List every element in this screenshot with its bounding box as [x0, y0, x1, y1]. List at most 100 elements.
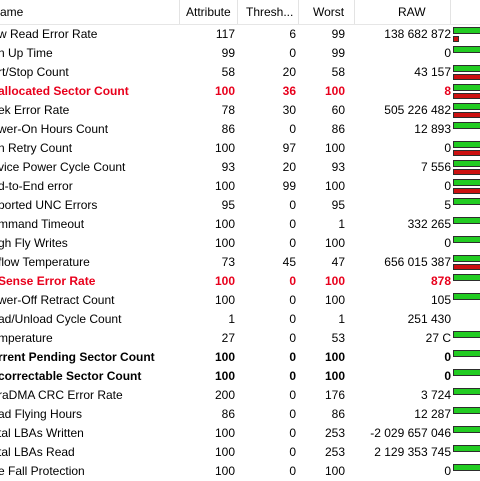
attribute-value-cell: 1	[228, 312, 235, 326]
raw-bar	[453, 93, 480, 99]
attribute-name-cell: tal LBAs Written	[0, 426, 84, 440]
attribute-value-cell: 100	[214, 293, 235, 307]
health-bar	[453, 274, 480, 281]
threshold-cell: 20	[282, 160, 296, 174]
table-row[interactable]: rt/Stop Count 58 20 58 43 157	[0, 63, 480, 82]
worst-cell: 100	[324, 293, 345, 307]
table-row[interactable]: ported UNC Errors 95 0 95 5	[0, 196, 480, 215]
health-bar	[453, 122, 480, 129]
raw-value-cell: 5	[444, 198, 451, 212]
health-bar	[453, 103, 480, 110]
table-row[interactable]: wer-On Hours Count 86 0 86 12 893	[0, 120, 480, 139]
attribute-value-cell: 117	[215, 27, 235, 41]
threshold-cell: 0	[289, 369, 296, 383]
table-row[interactable]: vice Power Cycle Count 93 20 93 7 556	[0, 158, 480, 177]
attribute-name-cell: ad Flying Hours	[0, 407, 83, 421]
worst-cell: 100	[324, 464, 345, 478]
column-header-raw[interactable]: RAW	[398, 5, 426, 19]
table-row[interactable]: wer-Off Retract Count 100 0 100 105	[0, 291, 480, 310]
column-header-attribute[interactable]: Attribute	[186, 5, 231, 19]
column-header-name[interactable]: ame	[0, 5, 24, 19]
threshold-cell: 0	[289, 350, 296, 364]
threshold-cell: 0	[289, 331, 296, 345]
raw-bar	[453, 36, 459, 42]
column-header-threshold[interactable]: Thresh...	[246, 5, 294, 19]
table-row[interactable]: n Up Time 99 0 99 0	[0, 44, 480, 63]
raw-value-cell: 332 265	[407, 217, 451, 231]
column-divider[interactable]	[354, 0, 355, 24]
table-header: ame Attribute Thresh... Worst RAW	[0, 0, 480, 25]
raw-value-cell: 251 430	[407, 312, 451, 326]
column-divider[interactable]	[237, 0, 238, 24]
worst-cell: 53	[331, 331, 345, 345]
worst-cell: 253	[324, 445, 345, 459]
worst-cell: 100	[324, 236, 345, 250]
table-row[interactable]: correctable Sector Count 100 0 100 0	[0, 367, 480, 386]
health-bar	[453, 350, 480, 357]
table-row[interactable]: allocated Sector Count 100 36 100 8	[0, 82, 480, 101]
table-row[interactable]: Sense Error Rate 100 0 100 878	[0, 272, 480, 291]
attribute-value-cell: 73	[221, 255, 235, 269]
threshold-cell: 0	[289, 464, 296, 478]
table-row[interactable]: mperature 27 0 53 27 C	[0, 329, 480, 348]
health-bar	[453, 255, 480, 262]
worst-cell: 47	[331, 255, 345, 269]
table-row[interactable]: ad Flying Hours 86 0 86 12 287	[0, 405, 480, 424]
table-row[interactable]: d-to-End error 100 99 100 0	[0, 177, 480, 196]
raw-value-cell: 3 724	[420, 388, 451, 402]
attribute-name-cell: w Read Error Rate	[0, 27, 98, 41]
column-divider[interactable]	[450, 0, 451, 24]
threshold-cell: 0	[289, 122, 296, 136]
health-bar	[453, 65, 480, 72]
column-header-worst[interactable]: Worst	[313, 5, 345, 19]
table-row[interactable]: tal LBAs Written 100 0 253 -2 029 657 046	[0, 424, 480, 443]
attribute-value-cell: 100	[214, 274, 235, 288]
attribute-name-cell: ek Error Rate	[0, 103, 70, 117]
table-row[interactable]: mmand Timeout 100 0 1 332 265	[0, 215, 480, 234]
raw-value-cell: 656 015 387	[384, 255, 451, 269]
table-row[interactable]: rrent Pending Sector Count 100 0 100 0	[0, 348, 480, 367]
threshold-cell: 36	[282, 84, 296, 98]
column-divider[interactable]	[298, 0, 299, 24]
table-row[interactable]: raDMA CRC Error Rate 200 0 176 3 724	[0, 386, 480, 405]
table-row[interactable]: w Read Error Rate 117 6 99 138 682 872	[0, 25, 480, 44]
table-row[interactable]: gh Fly Writes 100 0 100 0	[0, 234, 480, 253]
column-divider[interactable]	[179, 0, 180, 24]
raw-bar	[453, 112, 480, 118]
attribute-name-cell: n Retry Count	[0, 141, 73, 155]
health-bar	[453, 369, 480, 376]
raw-value-cell: 138 682 872	[384, 27, 451, 41]
table-row[interactable]: ad/Unload Cycle Count 1 0 1 251 430	[0, 310, 480, 329]
raw-value-cell: 8	[444, 84, 451, 98]
raw-bar	[453, 264, 480, 270]
threshold-cell: 20	[282, 65, 296, 79]
table-row[interactable]: ek Error Rate 78 30 60 505 226 482	[0, 101, 480, 120]
attribute-name-cell: e Fall Protection	[0, 464, 85, 478]
attribute-name-cell: correctable Sector Count	[0, 369, 142, 383]
raw-value-cell: 0	[444, 369, 451, 383]
worst-cell: 100	[324, 84, 345, 98]
raw-value-cell: 0	[444, 236, 451, 250]
table-row[interactable]: n Retry Count 100 97 100 0	[0, 139, 480, 158]
worst-cell: 176	[324, 388, 345, 402]
threshold-cell: 0	[289, 388, 296, 402]
table-row[interactable]: tal LBAs Read 100 0 253 2 129 353 745	[0, 443, 480, 462]
threshold-cell: 0	[289, 407, 296, 421]
raw-value-cell: 0	[444, 179, 451, 193]
attribute-value-cell: 100	[214, 84, 235, 98]
raw-value-cell: 7 556	[420, 160, 451, 174]
health-bar	[453, 388, 480, 395]
attribute-name-cell: ad/Unload Cycle Count	[0, 312, 122, 326]
table-row[interactable]: flow Temperature 73 45 47 656 015 387	[0, 253, 480, 272]
attribute-name-cell: allocated Sector Count	[0, 84, 129, 98]
attribute-value-cell: 100	[214, 464, 235, 478]
threshold-cell: 99	[282, 179, 296, 193]
threshold-cell: 0	[289, 426, 296, 440]
raw-bar	[453, 169, 480, 175]
threshold-cell: 0	[289, 46, 296, 60]
raw-value-cell: 878	[430, 274, 451, 288]
table-row[interactable]: e Fall Protection 100 0 100 0	[0, 462, 480, 481]
attribute-value-cell: 100	[214, 217, 235, 231]
health-bar	[453, 141, 480, 148]
attribute-value-cell: 100	[214, 179, 235, 193]
